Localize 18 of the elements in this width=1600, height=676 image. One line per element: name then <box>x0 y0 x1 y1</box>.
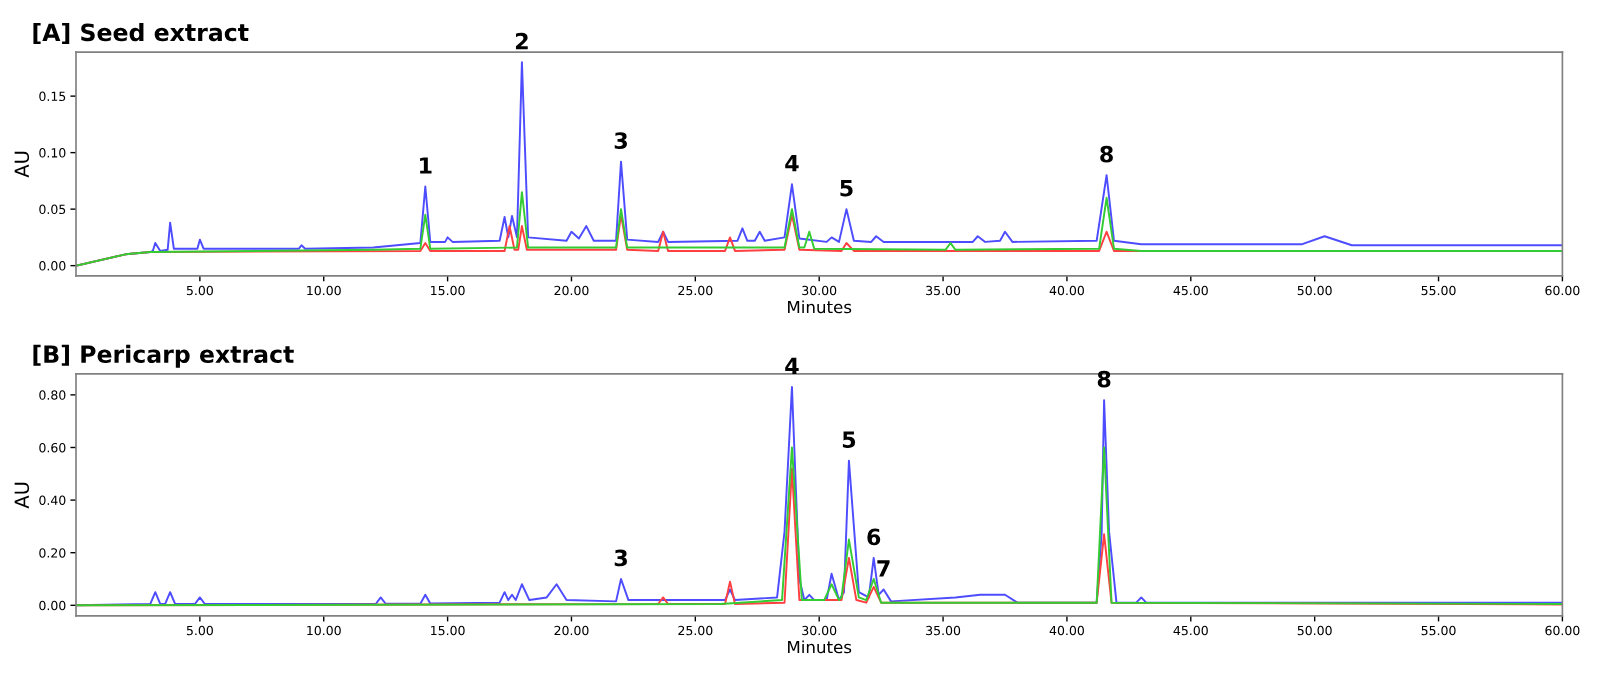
x-axis-title: Minutes <box>788 300 852 314</box>
annotation: 8 <box>1097 370 1111 388</box>
annotation: 7 <box>877 560 890 577</box>
x-axis-title: Minutes <box>788 640 852 654</box>
annotation: 4 <box>785 357 799 375</box>
chart-title: [A] Seed extract <box>33 23 249 45</box>
y-axis-title: AU <box>14 151 30 178</box>
annotation: 2 <box>515 32 528 50</box>
annotation: 5 <box>840 179 853 197</box>
annotation: 1 <box>420 157 432 174</box>
annotation: 5 <box>842 431 856 448</box>
y-axis-title: AU <box>14 482 30 509</box>
annotation: 4 <box>785 155 799 172</box>
chart-title: [B] Pericarp extract <box>33 344 294 368</box>
annotation: 8 <box>1100 145 1113 163</box>
annotation: 3 <box>614 549 627 567</box>
annotation: 6 <box>867 528 881 546</box>
annotation: 3 <box>614 132 627 150</box>
